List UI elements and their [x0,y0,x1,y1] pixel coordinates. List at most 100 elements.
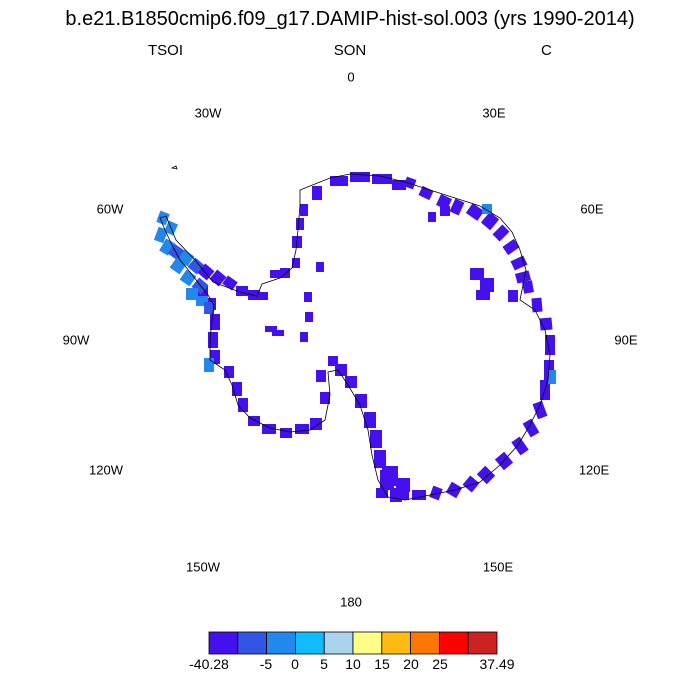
grid-cell [462,475,480,493]
coastline [159,165,551,501]
grid-cell [370,430,382,448]
grid-cell [508,290,518,302]
colorbar-box [266,631,296,655]
grid-cell [392,180,406,190]
colorbar-label: -40.28 [189,656,229,672]
lon-label-30e: 30E [482,105,506,121]
lon-label-180: 180 [340,594,362,610]
grid-cell [304,292,312,302]
grid-cell [545,335,555,355]
grid-cell [224,366,234,378]
season-label: SON [333,42,367,59]
grid-cell [539,317,553,331]
grid-cell [310,418,322,430]
colorbar-box [323,631,354,655]
grid-cell [300,332,308,342]
grid-cell [522,280,534,294]
lon-label-60w: 60W [96,201,124,217]
grid-cell [210,350,220,364]
grid-cell [470,268,484,280]
grid-cell [316,262,324,272]
grid-cell [514,270,532,284]
grid-cell [531,297,543,313]
grid-cell [511,436,529,456]
units-label: C [541,42,552,59]
grid-cell [238,398,248,412]
grid-cell [492,224,510,242]
colorbar-label: 0 [291,656,299,672]
grid-cell [480,278,494,292]
colorbar-box [467,631,498,655]
grid-cell [296,218,304,230]
lon-label-90e: 90E [614,332,638,348]
grid-cell [364,412,376,428]
colorbar-box [410,631,440,655]
grid-cell [476,290,490,300]
lon-label-0: 0 [347,69,355,85]
grid-cell [222,275,238,291]
grid-cell [305,312,313,322]
grid-cell [376,488,388,498]
grid-cell [476,465,496,485]
grid-cell [522,418,540,438]
grid-cell [248,416,260,426]
grid-cell [482,204,492,214]
grid-cell [440,206,450,216]
grid-cell [449,198,465,216]
grid-cell [382,466,398,486]
lon-label-150w: 150W [186,559,220,575]
grid-cell [179,269,197,287]
lon-label-120w: 120W [89,462,123,478]
grid-cell [320,392,330,404]
grid-cell [335,364,347,376]
colorbar-box [381,631,411,655]
grid-cell [502,238,520,256]
grid-cell [169,257,187,275]
grid-cell [208,332,218,348]
grid-cell [204,302,214,314]
grid-cell [350,172,370,182]
grid-cell [153,226,169,244]
grid-cell [428,212,436,222]
grid-cell [412,490,426,500]
colorbar-box [294,631,325,655]
grid-cell [328,356,338,366]
colorbar-box [352,631,383,655]
grid-cell [374,450,386,468]
colorbar-label: 20 [403,656,419,672]
grid-cell [236,286,248,296]
colorbar-label: 25 [432,656,448,672]
colorbar-box [237,631,268,655]
grid-cell [372,174,392,184]
colorbar-label: 37.49 [479,656,515,672]
grid-cell [280,428,292,438]
grid-cell [480,211,500,231]
colorbar-label: 5 [320,656,328,672]
grid-cell [232,382,242,396]
grid-cell [312,186,322,200]
grid-cell [548,370,556,384]
grid-cell [262,424,276,434]
grid-cell [436,194,452,210]
lon-label-30w: 30W [194,105,222,121]
grid-cell [418,185,434,201]
grid-cell [396,478,410,492]
grid-cell [265,326,277,332]
variable-label: TSOI [148,42,184,59]
plot-title: b.e21.B1850cmip6.f09_g17.DAMIP-hist-sol.… [65,8,635,30]
soil-temperature-cells [153,172,556,502]
grid-cell [355,394,367,408]
lon-label-120e: 120E [578,462,610,478]
grid-cell [510,255,528,271]
lon-label-60e: 60E [580,201,604,217]
colorbar-box [208,631,239,655]
grid-cell [270,270,280,278]
grid-cell [429,485,443,501]
grid-cell [316,370,326,382]
grid-cell [330,176,348,186]
grid-cell [204,358,214,372]
colorbar-box [438,631,469,655]
colorbar-label: 15 [374,656,390,672]
